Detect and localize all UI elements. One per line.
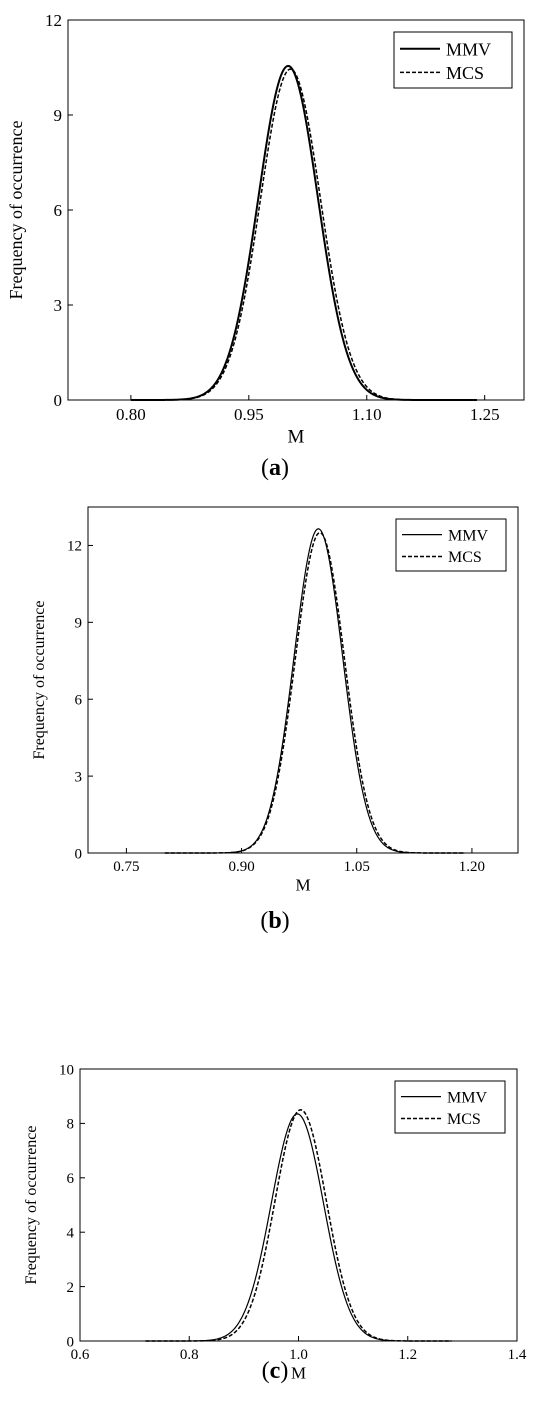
legend-box — [394, 1080, 506, 1134]
y-tick-label: 2 — [67, 1280, 75, 1296]
chart-panel-a: 0.80 0.95 1.10 1.25 0 3 6 9 12 M Frequency of occu… — [6, 11, 525, 448]
y-tick-label: 12 — [67, 539, 82, 555]
series-line-mcs — [164, 531, 465, 854]
x-axis-label: M — [288, 427, 305, 448]
y-tick-label: 3 — [75, 769, 83, 785]
y-axis-label: Frequency of occurrence — [6, 121, 26, 300]
series-line-mcs — [145, 1109, 452, 1342]
legend-label: MMV — [446, 39, 491, 59]
legend-label: MMV — [447, 1089, 487, 1106]
x-axis-label: M — [291, 1364, 306, 1383]
x-tick-label: 0.90 — [228, 859, 254, 875]
y-tick-label: 0 — [75, 846, 83, 862]
x-tick-label: 1.20 — [459, 859, 485, 875]
y-tick-label: 0 — [54, 391, 63, 410]
legend-label: MCS — [448, 549, 482, 566]
panel-caption-a: (a) — [261, 455, 289, 481]
y-tick-label: 3 — [54, 296, 63, 315]
series-line-mcs — [130, 68, 477, 401]
legend-label: MMV — [448, 527, 488, 544]
y-tick-label: 9 — [54, 106, 63, 125]
legend-box — [395, 518, 507, 572]
panel-caption-c: (c) — [261, 1358, 289, 1384]
legend-label: MCS — [447, 1111, 481, 1128]
legend-label: MCS — [446, 63, 484, 83]
series-line-mmv — [145, 1113, 452, 1342]
y-tick-label: 8 — [67, 1117, 75, 1133]
y-tick-label: 6 — [67, 1171, 75, 1187]
y-axis-label: Frequency of occurrence — [23, 1125, 40, 1284]
x-axis-label: M — [295, 876, 310, 895]
x-tick-label: 0.8 — [180, 1347, 199, 1363]
x-tick-label: 1.4 — [508, 1347, 527, 1363]
x-tick-label: 1.05 — [344, 859, 370, 875]
panel-label-a: a — [269, 455, 281, 481]
y-axis-label: Frequency of occurrence — [31, 600, 48, 759]
x-tick-label: 0.95 — [234, 405, 264, 424]
y-tick-label: 6 — [54, 201, 63, 220]
y-tick-label: 10 — [59, 1062, 74, 1078]
panel-label-b: b — [268, 908, 282, 934]
y-tick-label: 9 — [75, 616, 83, 632]
x-tick-label: 1.10 — [352, 405, 382, 424]
x-tick-label: 1.2 — [398, 1347, 417, 1363]
y-tick-label: 6 — [75, 692, 83, 708]
x-tick-label: 0.6 — [71, 1347, 90, 1363]
y-tick-label: 0 — [67, 1334, 75, 1350]
plot-frame — [87, 506, 519, 854]
x-tick-label: 0.80 — [116, 405, 146, 424]
legend-box — [393, 31, 513, 89]
x-tick-label: 1.25 — [470, 405, 500, 424]
panel-label-c: c — [269, 1358, 281, 1384]
x-tick-label: 1.0 — [289, 1347, 308, 1363]
panel-caption-b: (b) — [260, 908, 290, 934]
y-tick-label: 12 — [45, 11, 62, 30]
y-tick-label: 4 — [67, 1225, 75, 1241]
x-tick-label: 0.75 — [113, 859, 139, 875]
